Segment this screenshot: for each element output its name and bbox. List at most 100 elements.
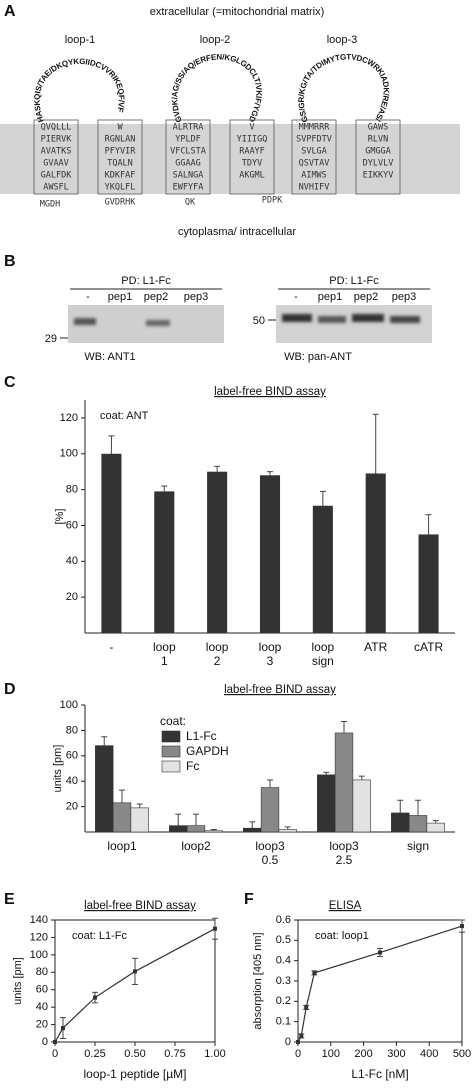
bar [259, 475, 281, 633]
helix-residues: AVATKS [41, 147, 72, 157]
helix-residues: AKGML [239, 171, 265, 181]
panel-label: C [4, 374, 16, 391]
helix-residues: GALFDK [41, 171, 73, 181]
x-tick-label: cATR [414, 640, 443, 654]
x-tick-label: 400 [420, 1048, 438, 1060]
x-tick-label: 2.5 [336, 853, 353, 867]
band [352, 314, 384, 322]
bar [352, 779, 371, 833]
point [378, 950, 382, 955]
bar [312, 505, 333, 633]
x-tick-label: loop3 [255, 839, 285, 853]
band [74, 318, 96, 325]
point [93, 995, 97, 1000]
legend-title: coat: [160, 714, 186, 728]
lane-label: pep2 [354, 291, 378, 303]
y-tick-label: 40 [66, 775, 78, 787]
x-tick-label: loop [259, 640, 282, 654]
y-tick-label: 40 [36, 1001, 48, 1013]
panel-label: F [244, 891, 254, 908]
band [282, 314, 312, 322]
loop-label: loop-1 [65, 34, 96, 46]
x-tick-label: 0.5 [262, 853, 279, 867]
helix-residues: EWFYFA [173, 183, 204, 193]
helix [33, 119, 79, 195]
helix-residues: YKQLFL [105, 183, 136, 193]
legend-swatch [161, 760, 181, 773]
y-tick-label: 60 [66, 519, 78, 531]
helix-residues: PIERVK [41, 135, 73, 145]
y-tick-label: 40 [66, 555, 78, 567]
helix [291, 119, 337, 195]
legend-label: GAPDH [186, 744, 229, 758]
bar [334, 732, 354, 833]
helix-residues: MMMRRR [299, 123, 331, 133]
lane-label: pep3 [392, 291, 416, 303]
y-axis-label: units [pm] [52, 745, 64, 793]
bands [74, 314, 420, 326]
panel-label: B [4, 253, 16, 270]
y-tick-label: 80 [66, 724, 78, 736]
point [312, 970, 317, 975]
bar [260, 787, 280, 833]
helix-residues: GGAAG [175, 159, 201, 169]
y-tick-label: 0.3 [276, 975, 291, 987]
helix-residues: AIMWS [301, 171, 327, 181]
x-tick-label: loop [153, 640, 176, 654]
lane-label: - [294, 291, 298, 303]
x-tick-label: ATR [364, 640, 387, 654]
x-tick-label: 200 [354, 1048, 372, 1060]
panel-label: A [4, 3, 16, 20]
helix-residues: YIIIGQ [237, 135, 268, 145]
point [296, 1040, 300, 1044]
helix-residues: RAAYF [239, 147, 265, 157]
y-tick-label: 0 [285, 1036, 291, 1048]
helix-residues: QSVTAV [299, 159, 330, 169]
point [304, 1005, 309, 1010]
pulldown-label: PD: L1-Fc [121, 275, 171, 287]
loop-label: loop-3 [327, 34, 358, 46]
helix-residues: NVHIFV [299, 183, 330, 193]
x-tick-label: 2 [214, 654, 221, 668]
lane-label: pep1 [318, 291, 342, 303]
annotation: coat: loop1 [315, 930, 369, 942]
cytoplasmic-segment: GVDRHK [105, 198, 137, 208]
panel-label: D [4, 681, 16, 698]
bar [408, 815, 428, 833]
helix-residues: AWSFL [43, 183, 69, 193]
western-blot-label: WB: pan-ANT [284, 351, 352, 363]
y-axis-label: [%] [54, 509, 66, 525]
y-tick-label: 120 [60, 412, 78, 424]
y-tick-label: 140 [30, 914, 48, 926]
y-tick-label: 80 [36, 966, 48, 978]
y-axis-label: absorption [405 nm] [252, 932, 264, 1029]
x-tick-label: 500 [453, 1048, 471, 1060]
bar [95, 745, 114, 833]
compartment-label: extracellular (=mitochondrial matrix) [150, 6, 325, 18]
x-tick-label: 1 [161, 654, 168, 668]
y-tick-label: 60 [66, 750, 78, 762]
helix-residues: SVLGA [301, 147, 327, 157]
bar [204, 830, 223, 833]
helix-residues: RLVN [368, 135, 388, 145]
bar [154, 491, 175, 633]
helix [97, 119, 143, 195]
legend-swatch [161, 730, 181, 743]
helix-residues: GAWS [368, 123, 388, 133]
bar [365, 473, 386, 633]
x-tick-label: loop [206, 640, 229, 654]
x-tick-label: 0.25 [84, 1048, 105, 1060]
bar [101, 453, 122, 633]
lane-label: pep3 [184, 291, 208, 303]
y-tick-label: 0.2 [276, 995, 291, 1007]
x-tick-label: 100 [322, 1048, 340, 1060]
helix-residues: SALNGA [173, 171, 204, 181]
helix-residues: KDKFAF [105, 171, 136, 181]
lane-label: pep2 [144, 291, 168, 303]
chart-title: label-free BIND assay [224, 684, 336, 696]
band [318, 316, 346, 323]
chart-title: ELISA [329, 900, 362, 912]
y-tick-label: 60 [36, 984, 48, 996]
helix-residues: VFCLSTA [170, 147, 206, 157]
